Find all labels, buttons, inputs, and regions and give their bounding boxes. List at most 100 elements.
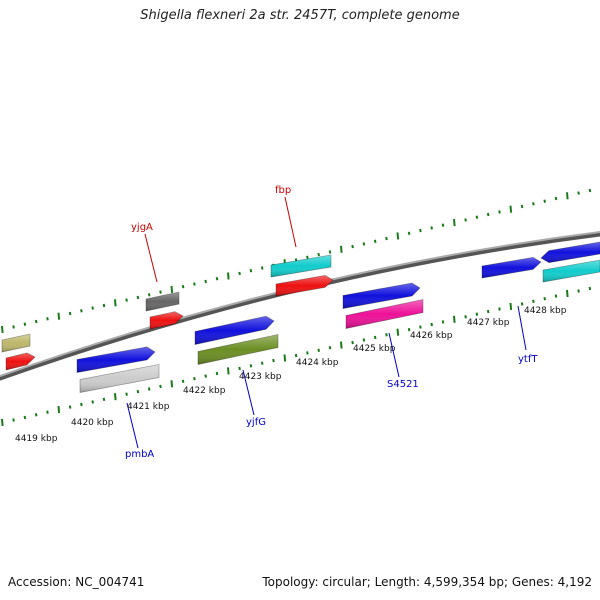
gene-block-khaki-left xyxy=(1,333,31,353)
tick-mark xyxy=(136,295,140,300)
tick-mark xyxy=(464,218,467,222)
tick-mark xyxy=(1,418,4,427)
gene-arrow-shade xyxy=(150,311,183,329)
scale-label: 4423 kbp xyxy=(239,372,282,382)
tick-mark xyxy=(227,272,230,280)
tick-mark xyxy=(272,358,275,363)
tick-mark xyxy=(351,244,354,249)
tick-mark xyxy=(520,302,524,306)
gene-block-blue-pmbA xyxy=(76,346,156,373)
gene-arrow-shade xyxy=(271,255,331,277)
gene-arrow-shade xyxy=(2,334,30,352)
leader-line xyxy=(517,305,527,351)
tick-mark xyxy=(396,328,400,336)
tick-mark xyxy=(260,361,264,365)
gene-block-blue-S4521 xyxy=(342,282,421,309)
gene-block-pmbA xyxy=(79,364,160,393)
tick-mark xyxy=(306,351,309,355)
tick-mark xyxy=(453,219,456,227)
tick-mark xyxy=(385,236,388,241)
tick-mark xyxy=(532,202,535,206)
gene-block-cyan-right xyxy=(542,259,600,283)
tick-mark xyxy=(238,366,241,371)
scale-label: 4426 kbp xyxy=(410,331,453,341)
gene-arrow-shade xyxy=(482,257,541,278)
tick-mark xyxy=(181,285,185,289)
accession-text: Accession: NC_004741 xyxy=(8,575,145,589)
tick-mark xyxy=(80,309,83,313)
gene-block-S4521 xyxy=(345,299,424,329)
tick-mark xyxy=(396,232,400,240)
tick-mark xyxy=(125,298,128,302)
tick-mark xyxy=(362,242,366,246)
scale-label: 4425 kbp xyxy=(353,344,396,354)
scale-labels: 4419 kbp 4420 kbp 4421 kbp 4422 kbp 4423… xyxy=(15,306,567,444)
tick-mark xyxy=(554,294,558,298)
tick-mark xyxy=(102,397,106,401)
gene-block-ytfT xyxy=(481,256,542,279)
tick-mark xyxy=(373,335,377,340)
tick-mark xyxy=(577,289,580,293)
gene-label-yjgA: yjgA xyxy=(131,222,153,233)
tick-mark xyxy=(238,271,241,276)
tick-mark xyxy=(68,405,72,409)
tick-mark xyxy=(419,325,422,329)
tick-mark xyxy=(362,338,366,342)
tick-mark xyxy=(294,353,298,358)
tick-mark xyxy=(373,239,377,243)
tick-mark xyxy=(46,317,49,321)
leader-line xyxy=(388,332,400,378)
tick-mark xyxy=(204,279,207,284)
scale-label: 4420 kbp xyxy=(71,418,114,428)
tick-mark xyxy=(147,293,151,297)
tick-mark xyxy=(498,210,501,214)
tick-mark xyxy=(351,340,354,345)
scale-label: 4419 kbp xyxy=(15,434,58,444)
tick-mark xyxy=(475,215,479,219)
tick-mark xyxy=(430,322,433,327)
tick-mark xyxy=(520,204,524,209)
tick-mark xyxy=(588,188,592,193)
tick-mark xyxy=(57,406,61,414)
tick-mark xyxy=(12,325,15,329)
tick-mark xyxy=(475,312,479,316)
tick-mark xyxy=(340,245,343,253)
tick-mark xyxy=(509,302,513,310)
gene-arrow-shade xyxy=(198,334,278,365)
tick-mark xyxy=(566,192,569,200)
gene-block-blue-right xyxy=(540,241,600,264)
tick-mark xyxy=(306,255,309,259)
tick-mark xyxy=(23,415,27,420)
tick-mark xyxy=(441,320,445,324)
tick-mark xyxy=(46,410,49,414)
gene-arrow-shade xyxy=(543,260,600,282)
tick-mark xyxy=(91,400,94,404)
tick-mark xyxy=(34,413,38,417)
gene-label-fbp: fbp xyxy=(275,185,291,196)
tick-track-lower xyxy=(1,286,592,427)
gene-arrow-shade xyxy=(276,275,333,296)
tick-mark xyxy=(317,252,320,257)
tick-mark xyxy=(215,277,219,281)
tick-mark xyxy=(385,333,388,337)
scale-label: 4427 kbp xyxy=(467,318,510,328)
tick-mark xyxy=(486,309,490,314)
gene-labels: yjgA fbp pmbA yjfG S4521 ytfT xyxy=(125,185,538,460)
gene-label-S4521: S4521 xyxy=(387,379,419,390)
tick-mark xyxy=(125,392,128,396)
tick-mark xyxy=(328,250,332,254)
tick-mark xyxy=(57,312,61,320)
tick-mark xyxy=(114,299,117,307)
gene-arrow-shade xyxy=(77,346,155,373)
gene-block-cyan-fbp xyxy=(270,254,332,278)
tick-mark xyxy=(215,371,219,376)
tick-mark xyxy=(68,311,72,316)
tick-mark xyxy=(566,289,569,298)
gene-block-blue-yjfG xyxy=(194,315,275,345)
tick-track-upper xyxy=(1,188,592,334)
tick-mark xyxy=(317,348,320,352)
leader-line xyxy=(242,369,255,416)
tick-mark xyxy=(102,303,106,308)
tick-mark xyxy=(34,319,38,324)
